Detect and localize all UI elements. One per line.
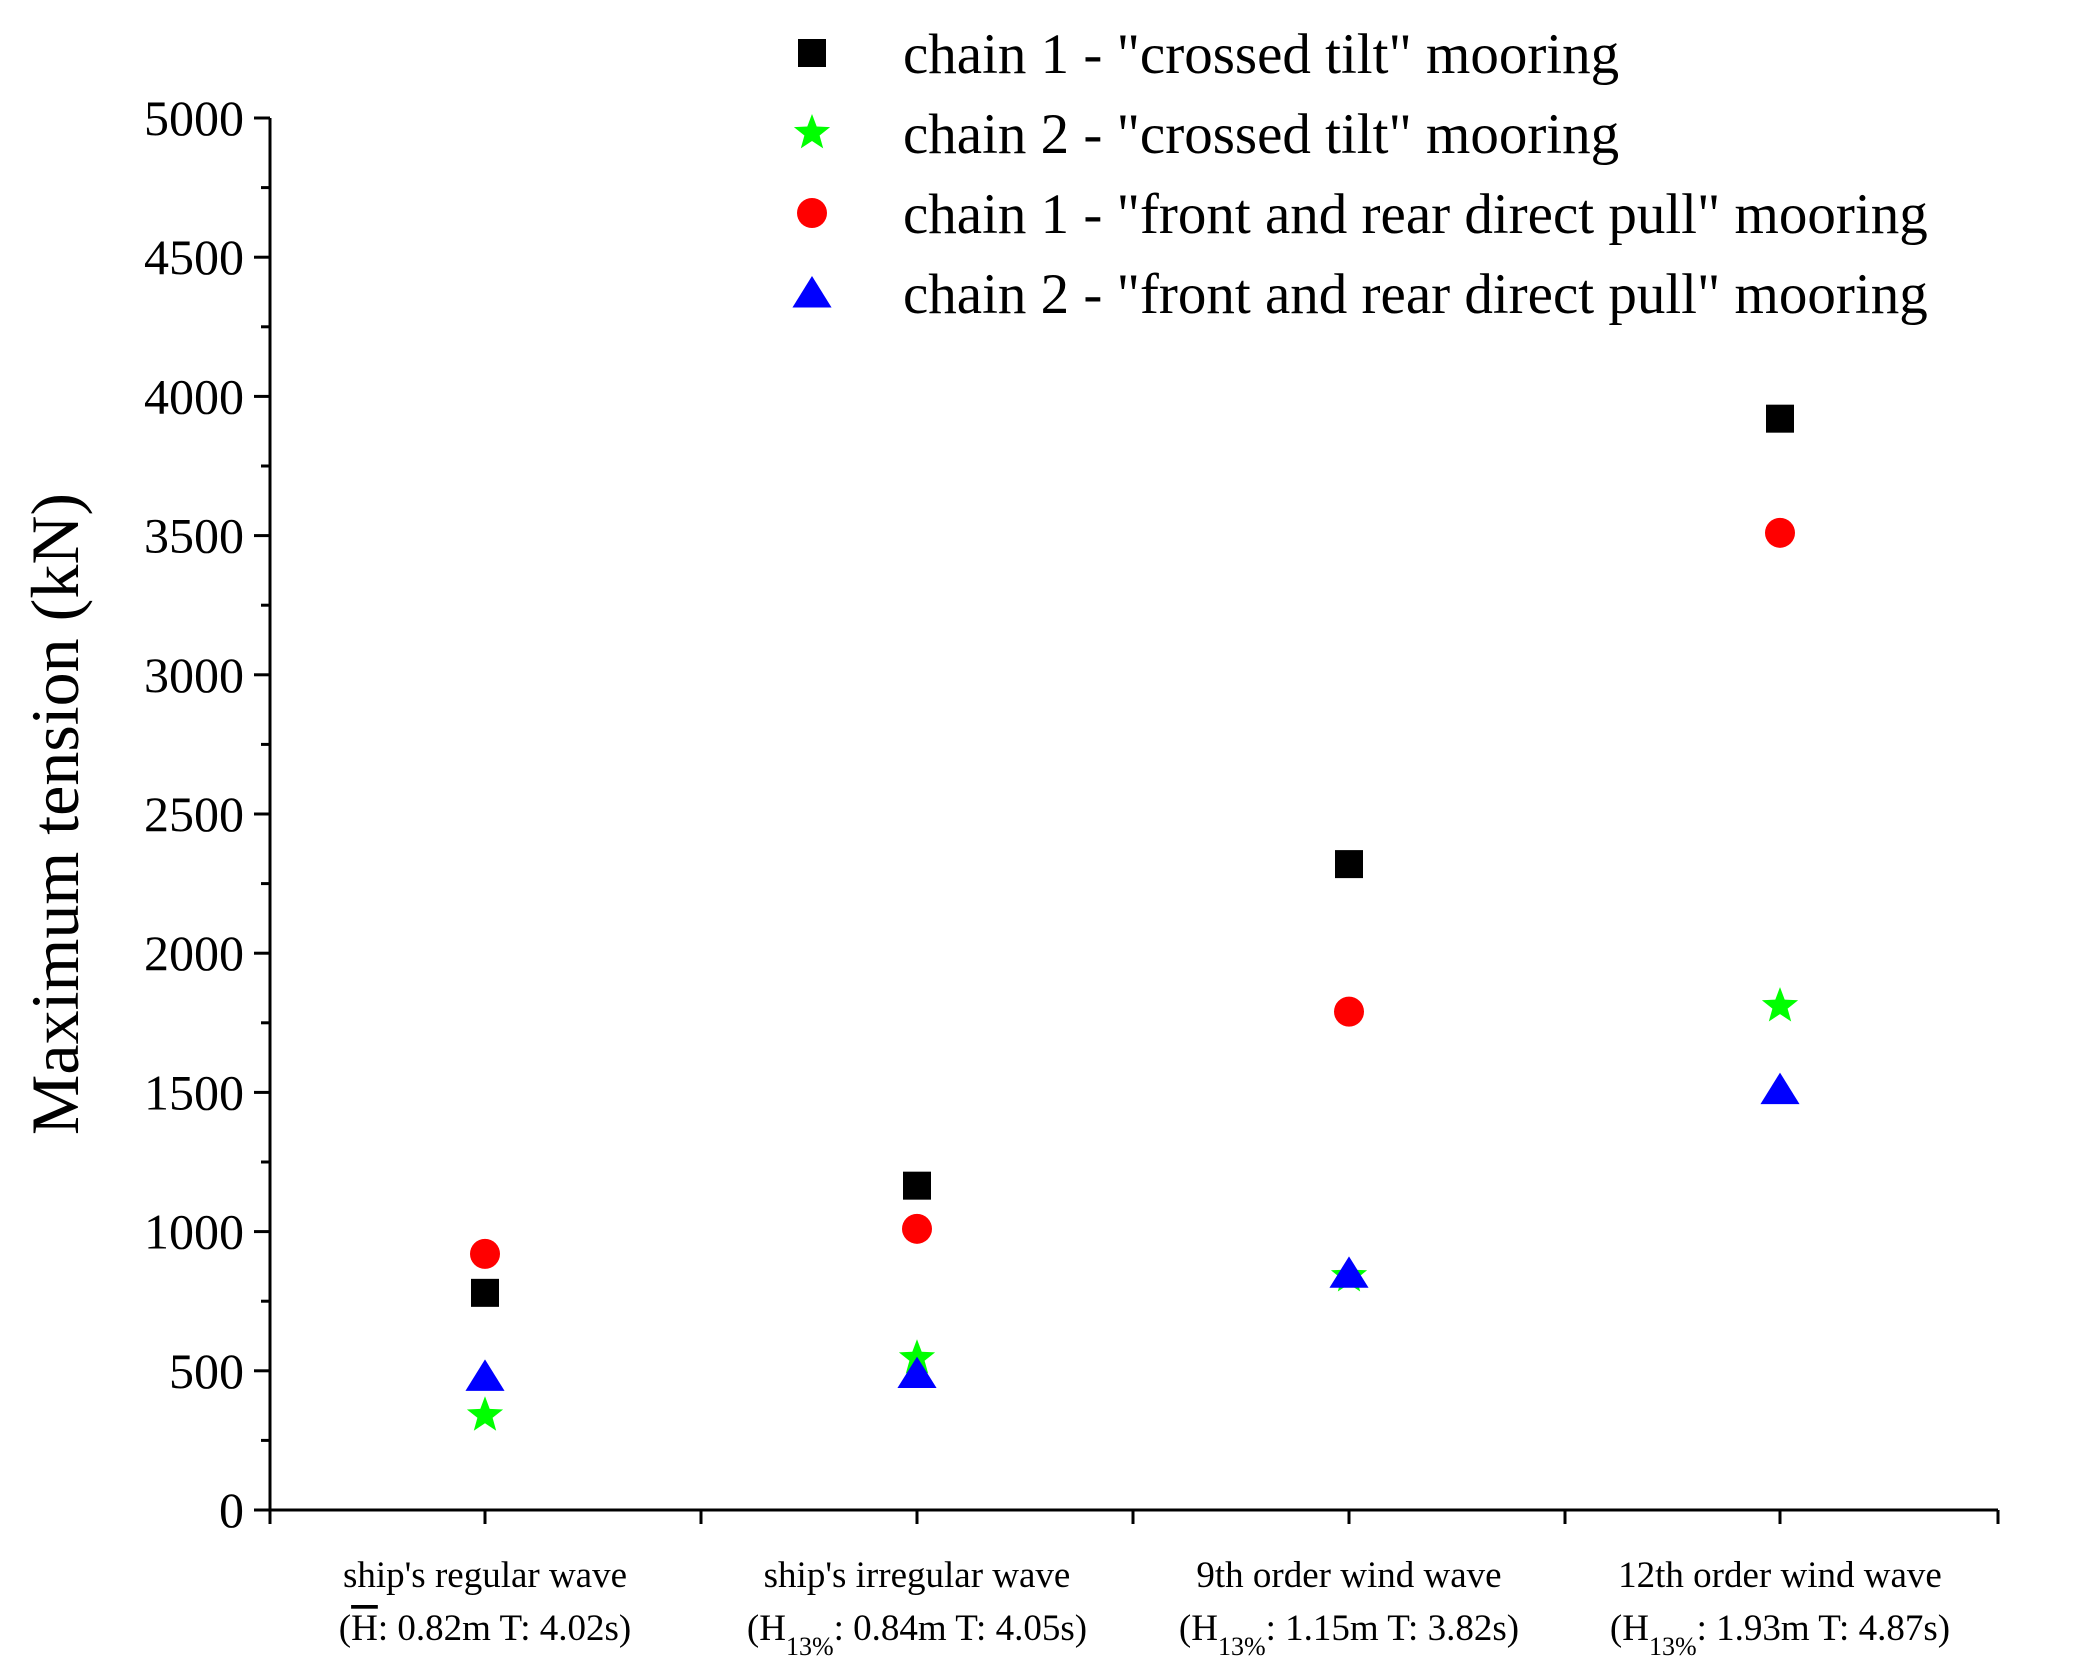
y-tick-label: 1500 bbox=[144, 1064, 244, 1120]
x-category-subscript: 13% bbox=[1218, 1632, 1266, 1661]
x-category-subscript: 13% bbox=[1649, 1632, 1697, 1661]
x-category-label: 9th order wind wave bbox=[1196, 1555, 1501, 1596]
data-point-triangle bbox=[465, 1359, 505, 1391]
data-point-circle bbox=[902, 1213, 932, 1244]
x-category-rest: : 1.15m T: 3.82s) bbox=[1266, 1608, 1519, 1649]
x-category-symbol: H bbox=[1191, 1608, 1218, 1649]
data-point-triangle bbox=[1329, 1256, 1369, 1288]
x-category-params: (H13%: 1.15m T: 3.82s) bbox=[1179, 1608, 1519, 1661]
x-category-subscript: 13% bbox=[786, 1632, 834, 1661]
y-tick-label: 4000 bbox=[144, 368, 244, 424]
data-point-square bbox=[471, 1278, 499, 1307]
y-tick-label: 500 bbox=[169, 1343, 244, 1399]
y-tick-label: 1000 bbox=[144, 1204, 244, 1260]
y-tick-label: 3500 bbox=[144, 508, 244, 564]
data-point-square bbox=[1766, 404, 1794, 433]
x-category-label: ship's irregular wave bbox=[764, 1555, 1071, 1596]
y-tick-label: 2500 bbox=[144, 786, 244, 842]
y-tick-label: 3000 bbox=[144, 647, 244, 703]
x-category-symbol: H bbox=[759, 1608, 786, 1649]
legend-marker-square bbox=[798, 39, 826, 67]
x-category-paren: ( bbox=[339, 1608, 351, 1649]
x-category-label: ship's regular wave bbox=[343, 1555, 627, 1596]
x-category-paren: ( bbox=[1179, 1608, 1191, 1649]
x-category-paren: ( bbox=[1610, 1608, 1622, 1649]
y-tick-label: 0 bbox=[219, 1482, 244, 1538]
data-point-square bbox=[1335, 850, 1363, 879]
data-point-circle bbox=[470, 1238, 500, 1269]
x-category-rest: : 0.84m T: 4.05s) bbox=[834, 1608, 1087, 1649]
x-category-symbol: H bbox=[351, 1608, 378, 1649]
x-category-paren: ( bbox=[747, 1608, 759, 1649]
x-category-rest: : 1.93m T: 4.87s) bbox=[1697, 1608, 1950, 1649]
y-axis-label: Maximum tension (kN) bbox=[17, 493, 93, 1135]
data-point-square bbox=[903, 1171, 931, 1200]
data-point-star bbox=[898, 1339, 936, 1374]
legend-marker-star bbox=[793, 114, 831, 149]
x-category-params: (H: 0.82m T: 4.02s) bbox=[339, 1608, 631, 1649]
data-point-triangle bbox=[1760, 1072, 1800, 1105]
x-category-symbol: H bbox=[1622, 1608, 1649, 1649]
y-tick-label: 4500 bbox=[144, 229, 244, 285]
data-point-circle bbox=[1334, 996, 1364, 1027]
data-point-triangle bbox=[897, 1356, 937, 1389]
legend-label: chain 1 - "front and rear direct pull" m… bbox=[903, 183, 1928, 246]
legend-marker-triangle bbox=[792, 276, 832, 308]
plot-area: 0 500 1000 1500 2000 2500 3000 3500 4000 4500 5000… bbox=[17, 23, 2000, 1661]
legend-label: chain 2 - "crossed tilt" mooring bbox=[903, 103, 1619, 166]
y-tick-label: 5000 bbox=[144, 90, 244, 146]
data-point-star bbox=[1761, 987, 1799, 1022]
data-point-circle bbox=[1765, 517, 1795, 548]
x-category-rest: : 0.82m T: 4.02s) bbox=[378, 1608, 631, 1649]
legend-label: chain 1 - "crossed tilt" mooring bbox=[903, 23, 1619, 86]
data-point-star bbox=[466, 1396, 504, 1431]
y-tick-label: 2000 bbox=[144, 925, 244, 981]
x-category-params: (H13%: 1.93m T: 4.87s) bbox=[1610, 1608, 1950, 1661]
legend-marker-circle bbox=[797, 198, 827, 228]
x-category-params: (H13%: 0.84m T: 4.05s) bbox=[747, 1608, 1087, 1661]
legend-label: chain 2 - "front and rear direct pull" m… bbox=[903, 263, 1928, 326]
x-category-label: 12th order wind wave bbox=[1618, 1555, 1942, 1596]
